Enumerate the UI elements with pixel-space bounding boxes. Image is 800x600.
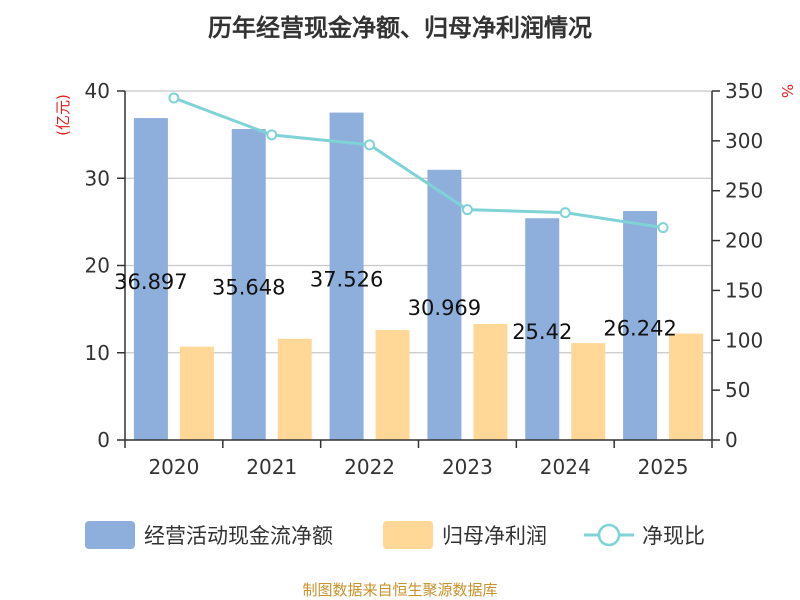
ratio-point <box>364 139 376 151</box>
legend-label-ratio: 净现比 <box>642 524 705 548</box>
left-axis-label: (亿元) <box>54 94 72 136</box>
bar-net-profit <box>473 323 508 440</box>
data-label-cash-flow: 30.969 <box>408 296 481 320</box>
bar-net-profit <box>179 346 214 440</box>
bar-cash-flow <box>623 211 658 440</box>
data-label-cash-flow: 36.897 <box>114 270 187 294</box>
ratio-polyline <box>173 96 664 230</box>
ratio-point <box>559 207 571 219</box>
legend-label-cash-flow: 经营活动现金流净额 <box>144 524 333 548</box>
legend: 经营活动现金流净额 归母净利润 净现比 <box>85 521 705 549</box>
bar-net-profit <box>277 338 312 440</box>
x-axis-tick-label: 2024 <box>540 455 591 479</box>
bar-cash-flow <box>525 218 560 440</box>
bar-cash-flow <box>427 169 462 440</box>
legend-swatch-cash-flow <box>85 521 135 549</box>
legend-marker-ratio <box>597 523 621 547</box>
bar-cash-flow <box>133 118 168 441</box>
ratio-point <box>461 204 473 216</box>
data-label-cash-flow: 37.526 <box>310 267 383 291</box>
data-label-cash-flow: 35.648 <box>212 275 285 299</box>
left-axis-tick-label: 20 <box>85 254 110 278</box>
right-axis-label: % <box>778 84 796 98</box>
ratio-line <box>168 92 669 234</box>
ratio-point <box>657 222 669 234</box>
axes: 0 10 20 30 40 0 50 100 150 200 250 300 350 2020 2021 20… <box>85 79 764 479</box>
bar-cash-flow <box>329 112 364 441</box>
x-axis-tick-label: 2025 <box>638 455 689 479</box>
bars <box>133 112 704 441</box>
x-axis-tick-label: 2023 <box>442 455 493 479</box>
x-axis-tick-label: 2020 <box>148 455 199 479</box>
legend-label-net-profit: 归母净利润 <box>442 524 547 548</box>
x-axis-tick-label: 2021 <box>246 455 297 479</box>
bar-cash-flow <box>231 128 266 441</box>
ratio-point <box>266 129 278 141</box>
data-labels: 36.897 35.648 37.526 30.969 25.42 26.242 <box>114 267 677 344</box>
right-axis-tick-label: 0 <box>725 428 738 452</box>
data-label-cash-flow: 26.242 <box>603 317 676 341</box>
bar-net-profit <box>571 343 606 440</box>
right-axis-tick-label: 50 <box>725 378 750 402</box>
right-axis-tick-label: 150 <box>725 278 763 302</box>
right-axis-tick-label: 300 <box>725 129 763 153</box>
bar-net-profit <box>669 333 704 440</box>
right-axis-tick-label: 100 <box>725 328 763 352</box>
legend-swatch-net-profit <box>383 521 433 549</box>
source-note: 制图数据来自恒生聚源数据库 <box>302 581 497 599</box>
x-axis-tick-label: 2022 <box>344 455 395 479</box>
left-axis-tick-label: 10 <box>85 341 110 365</box>
left-axis-tick-label: 0 <box>97 428 110 452</box>
right-axis-tick-label: 350 <box>725 79 763 103</box>
bar-net-profit <box>375 330 410 440</box>
left-axis-tick-label: 30 <box>85 166 110 190</box>
ratio-point <box>168 92 180 104</box>
right-axis-tick-label: 250 <box>725 179 763 203</box>
chart-title: 历年经营现金净额、归母净利润情况 <box>208 14 592 42</box>
left-axis-tick-label: 40 <box>85 79 110 103</box>
right-axis-tick-label: 200 <box>725 229 763 253</box>
data-label-cash-flow: 25.42 <box>512 320 572 344</box>
